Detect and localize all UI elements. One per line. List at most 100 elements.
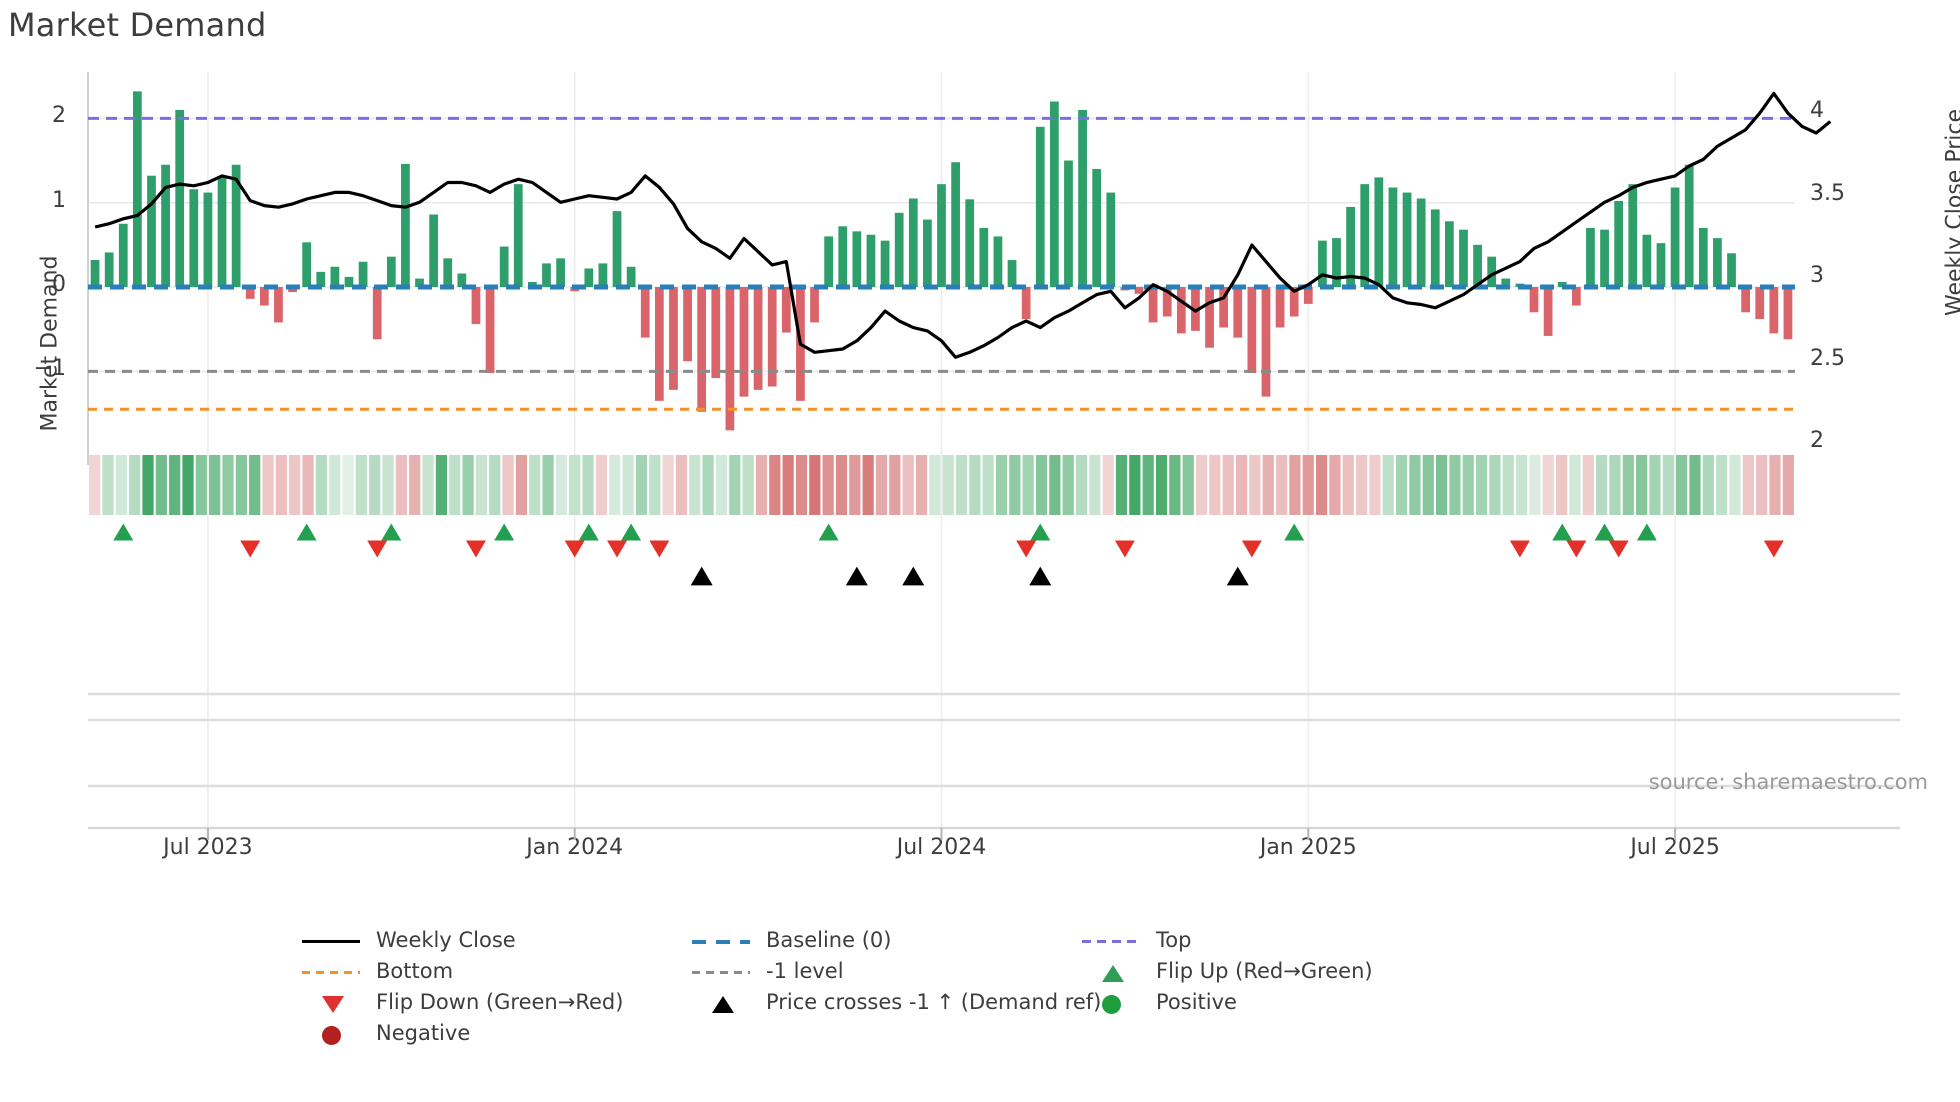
- demand-bar: [1430, 209, 1440, 288]
- demand-bar: [1783, 287, 1793, 340]
- heat-cell: [1062, 455, 1074, 515]
- y-tick-right: 4: [1810, 98, 1824, 124]
- heat-cell: [169, 455, 181, 515]
- legend-item[interactable]: Flip Down (Green→Red): [300, 992, 690, 1014]
- heat-cell: [1662, 455, 1674, 515]
- heat-cell: [1542, 455, 1554, 515]
- triangle-down-icon: [322, 995, 344, 1013]
- heat-cell: [329, 455, 341, 515]
- heat-cell: [729, 455, 741, 515]
- price-cross-marker: [1029, 566, 1052, 586]
- heat-cell: [1556, 455, 1568, 515]
- legend-item[interactable]: -1 level: [690, 961, 1080, 983]
- heat-cell: [1049, 455, 1061, 515]
- flip-up-marker: [113, 523, 134, 541]
- solid-line-black-swatch: [300, 930, 362, 952]
- heat-cell: [1582, 455, 1594, 515]
- heat-cell: [209, 455, 221, 515]
- heat-cell: [795, 455, 808, 515]
- heat-cell: [1262, 455, 1274, 515]
- circle-icon: [1102, 994, 1121, 1014]
- demand-bar: [386, 256, 396, 288]
- legend-label: Weekly Close: [376, 928, 516, 952]
- legend-label: Bottom: [376, 959, 454, 983]
- demand-bar: [528, 281, 537, 288]
- legend-item[interactable]: Bottom: [300, 961, 690, 983]
- heat-cell: [982, 455, 994, 515]
- demand-bar: [499, 246, 509, 288]
- heat-cell: [782, 455, 794, 515]
- source-attribution: source: sharemaestro.com: [1648, 770, 1928, 794]
- legend-item[interactable]: Price crosses -1 ↑ (Demand ref): [690, 992, 1101, 1014]
- circle-green-swatch: [1080, 992, 1142, 1014]
- demand-bar: [697, 287, 707, 412]
- demand-bar: [513, 184, 523, 288]
- heat-cell: [1476, 455, 1488, 515]
- demand-bar: [175, 109, 185, 288]
- heat-cell: [1502, 455, 1514, 515]
- flip-up-marker: [621, 523, 642, 541]
- legend-item[interactable]: Baseline (0): [690, 930, 1080, 952]
- heat-cell: [1435, 455, 1448, 515]
- demand-bar: [767, 287, 777, 387]
- heat-cell: [1275, 455, 1288, 515]
- triangle-up-black-swatch: [690, 992, 752, 1014]
- demand-bar: [1487, 256, 1497, 288]
- heat-cell: [769, 455, 781, 515]
- demand-bar: [133, 91, 142, 288]
- heat-cell: [662, 455, 674, 515]
- demand-bar: [1670, 187, 1680, 288]
- demand-bar: [838, 226, 848, 288]
- legend-item[interactable]: Weekly Close: [300, 930, 690, 952]
- heat-cell: [102, 455, 114, 515]
- heat-cell: [1689, 455, 1701, 515]
- heat-cell: [435, 455, 448, 515]
- heat-cell: [849, 455, 861, 515]
- heat-cell: [915, 455, 928, 515]
- legend-label: Positive: [1156, 990, 1237, 1014]
- demand-bar: [1755, 287, 1765, 320]
- demand-bar: [1346, 206, 1355, 288]
- heat-cell: [449, 455, 461, 515]
- legend-item[interactable]: Flip Up (Red→Green): [1080, 961, 1470, 983]
- demand-bar: [1614, 201, 1624, 288]
- heat-cell: [649, 455, 661, 515]
- heat-cell: [409, 455, 421, 515]
- demand-bar: [1162, 287, 1172, 317]
- demand-bar: [584, 268, 594, 288]
- heat-cell: [342, 455, 354, 515]
- demand-bar: [203, 192, 213, 288]
- legend-item[interactable]: Positive: [1080, 992, 1470, 1014]
- heat-cell: [1422, 455, 1434, 515]
- legend-item[interactable]: Negative: [300, 1023, 690, 1045]
- heat-cell: [1182, 455, 1194, 515]
- price-cross-marker: [845, 566, 868, 586]
- demand-bar: [965, 199, 975, 288]
- heat-cell: [1369, 455, 1381, 515]
- dotted-line-icon: [302, 970, 360, 974]
- heat-cell: [1449, 455, 1461, 515]
- flip-down-marker: [649, 540, 670, 558]
- heat-cell: [875, 455, 888, 515]
- weekly-close-line: [94, 91, 1832, 359]
- demand-bar: [217, 177, 227, 288]
- heat-cell: [635, 455, 648, 515]
- heat-cell: [742, 455, 754, 515]
- heat-cell: [1382, 455, 1394, 515]
- flip-down-marker: [564, 540, 585, 558]
- demand-bar: [1275, 287, 1285, 328]
- heat-cell: [502, 455, 514, 515]
- heat-cell: [1075, 455, 1088, 515]
- demand-bar: [1769, 287, 1779, 334]
- demand-bar: [104, 252, 114, 288]
- legend-label: Top: [1156, 928, 1192, 952]
- flip-up-marker: [494, 523, 515, 541]
- flip-down-marker: [367, 540, 388, 558]
- flip-down-marker: [1241, 540, 1262, 558]
- heat-cell: [675, 455, 688, 515]
- legend-item[interactable]: Top: [1080, 930, 1470, 952]
- flip-down-marker: [1763, 540, 1784, 558]
- demand-bar: [161, 164, 170, 288]
- price-cross-marker: [690, 566, 713, 586]
